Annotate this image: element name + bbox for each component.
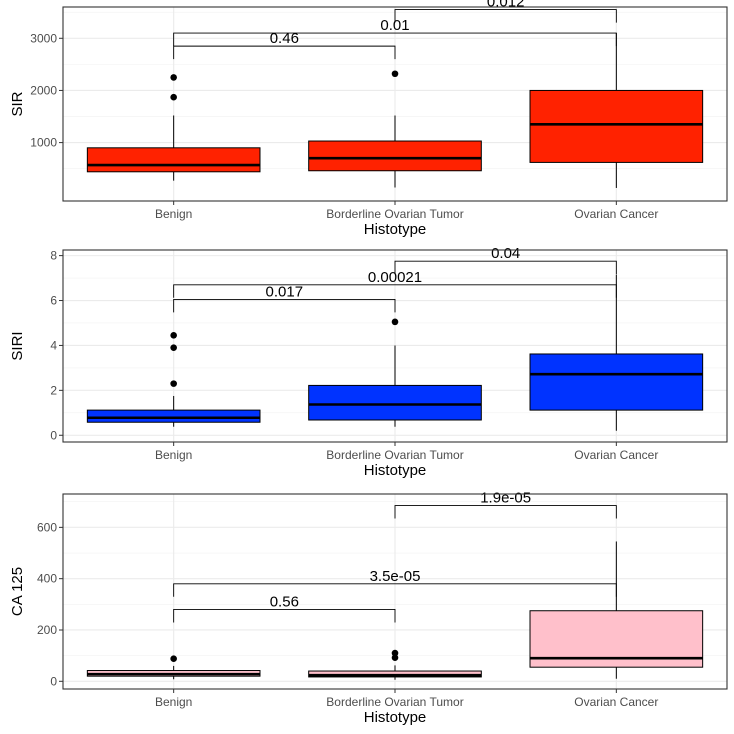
box-iqr <box>529 353 704 411</box>
comparison-sir-1: 0.01 <box>173 17 617 47</box>
box-iqr <box>86 409 261 423</box>
box-iqr <box>86 147 261 173</box>
box-sir-1 <box>308 70 482 188</box>
y-tick-label: 0 <box>50 674 57 688</box>
y-tick-label: 2 <box>50 383 57 397</box>
box-iqr <box>529 89 704 163</box>
comparison-bracket <box>394 9 617 23</box>
p-value-label: 0.017 <box>266 283 304 300</box>
panel-ca125: 0.56 3.5e-05 1.9e-05 0 200 400 600 Benign Border… <box>9 490 728 726</box>
y-tick-label: 8 <box>50 249 57 263</box>
comparison-bracket <box>173 284 617 298</box>
box-ca125-2 <box>529 541 704 679</box>
box-sir-0 <box>86 74 261 181</box>
x-axis-title: Histotype <box>364 221 427 238</box>
outlier-point <box>391 649 399 657</box>
x-tick-label: Ovarian Cancer <box>574 695 658 709</box>
y-tick-label: 600 <box>37 520 57 534</box>
y-axis-title: SIR <box>9 91 26 116</box>
box-siri-2 <box>529 274 704 431</box>
y-axis-title: CA 125 <box>9 567 26 616</box>
comparison-bracket <box>394 260 617 275</box>
p-value-label: 0.56 <box>270 593 299 610</box>
comparison-siri-1: 0.00021 <box>173 269 617 298</box>
p-value-label: 3.5e-05 <box>370 568 421 585</box>
box-iqr <box>308 384 482 421</box>
p-value-label: 0.012 <box>487 0 525 11</box>
comparison-bracket <box>173 32 617 47</box>
comparison-bracket <box>173 45 396 60</box>
x-tick-label: Borderline Ovarian Tumor <box>326 695 463 709</box>
y-tick-label: 2000 <box>30 83 57 97</box>
panel-siri: 0.017 0.00021 0.04 0 2 4 6 8 Benign Borderline Ov… <box>9 245 728 479</box>
comparison-ca125-0: 0.56 <box>173 593 396 623</box>
y-tick-label: 3000 <box>30 31 57 45</box>
x-axis-title: Histotype <box>364 462 427 479</box>
outlier-point <box>170 332 177 339</box>
box-siri-0 <box>86 332 261 427</box>
comparison-bracket <box>173 609 396 623</box>
box-sir-2 <box>529 33 704 188</box>
x-tick-label: Borderline Ovarian Tumor <box>326 448 463 462</box>
box-ca125-0 <box>86 655 261 680</box>
outlier-point <box>170 655 177 663</box>
p-value-label: 0.46 <box>270 30 299 47</box>
x-tick-label: Ovarian Cancer <box>574 207 658 221</box>
outlier-point <box>391 318 399 326</box>
box-iqr <box>308 140 482 172</box>
y-tick-label: 0 <box>50 428 57 442</box>
comparison-ca125-1: 3.5e-05 <box>173 568 617 597</box>
outlier-point <box>170 74 177 81</box>
x-tick-label: Benign <box>155 695 192 709</box>
comparison-sir-2: 0.012 <box>394 0 617 23</box>
y-axis-title: SIRI <box>9 331 26 360</box>
panel-sir: 0.46 0.01 0.012 1000 2000 3000 Benign Borderlin… <box>9 0 728 238</box>
p-value-label: 0.00021 <box>368 269 422 286</box>
outlier-point <box>170 93 177 101</box>
comparison-bracket <box>394 505 617 519</box>
x-tick-label: Ovarian Cancer <box>574 448 658 462</box>
outlier-point <box>170 344 177 351</box>
comparison-sir-0: 0.46 <box>173 30 396 60</box>
x-tick-label: Benign <box>155 448 192 462</box>
p-value-label: 0.04 <box>491 245 520 262</box>
y-tick-label: 6 <box>50 294 57 308</box>
y-tick-label: 400 <box>37 572 57 586</box>
y-tick-label: 4 <box>50 338 57 352</box>
outlier-point <box>391 70 399 78</box>
y-tick-label: 200 <box>37 623 57 637</box>
comparison-bracket <box>173 583 617 597</box>
x-axis-title: Histotype <box>364 709 427 726</box>
p-value-label: 0.01 <box>380 17 409 34</box>
outlier-point <box>170 380 177 387</box>
comparison-bracket <box>173 298 396 313</box>
p-value-label: 1.9e-05 <box>480 490 531 507</box>
y-tick-label: 1000 <box>30 136 57 150</box>
x-tick-label: Benign <box>155 207 192 221</box>
box-siri-1 <box>308 318 482 427</box>
box-ca125-1 <box>308 649 482 680</box>
outlier-point <box>391 654 399 661</box>
comparison-siri-0: 0.017 <box>173 283 396 313</box>
x-tick-label: Borderline Ovarian Tumor <box>326 207 463 221</box>
